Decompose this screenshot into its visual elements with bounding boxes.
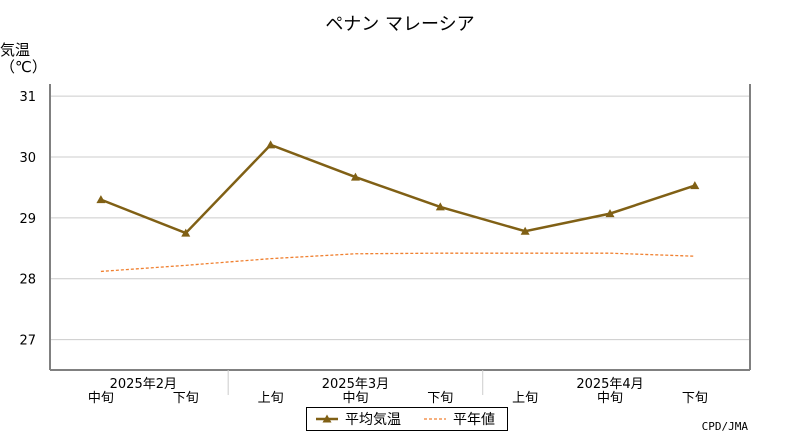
x-tick-label: 下旬	[682, 391, 708, 406]
series-line-average	[100, 143, 696, 235]
y-tick-label: 30	[19, 151, 36, 166]
data-point-marker	[266, 140, 276, 149]
x-tick-label: 中旬	[597, 391, 623, 406]
data-point-marker	[181, 228, 191, 237]
legend-swatch	[316, 414, 338, 423]
y-axis-title: 気温 （℃）	[0, 42, 47, 76]
y-axis-title-line: 気温	[0, 41, 31, 59]
series-line-normal	[100, 252, 695, 273]
data-point-marker	[605, 209, 615, 218]
chart-title: ペナン マレーシア	[325, 14, 475, 35]
legend-label: 平均気温	[345, 412, 401, 428]
legend-label: 平年値	[453, 412, 495, 428]
x-month-label: 2025年3月	[322, 377, 389, 392]
x-tick-label: 下旬	[173, 391, 199, 406]
data-point-marker	[435, 202, 445, 211]
legend: 平均気温 平年値	[306, 407, 508, 431]
credit-label: CPD/JMA	[701, 420, 748, 433]
legend-swatch	[424, 418, 446, 420]
x-tick-label: 上旬	[512, 391, 538, 406]
data-point-marker	[96, 195, 106, 204]
data-point-marker	[350, 172, 360, 181]
y-tick-label: 27	[19, 334, 36, 349]
x-tick-label: 中旬	[88, 391, 114, 406]
y-tick-label: 29	[19, 212, 36, 227]
data-point-marker	[520, 226, 530, 235]
x-month-label: 2025年2月	[110, 377, 177, 392]
x-tick-label: 上旬	[258, 391, 284, 406]
data-point-marker	[690, 181, 700, 190]
y-tick-label: 28	[19, 273, 36, 288]
legend-entry: 平年値	[423, 409, 495, 429]
y-tick-label: 31	[19, 90, 36, 105]
x-month-label: 2025年4月	[576, 377, 643, 392]
legend-entry: 平均気温	[315, 409, 401, 429]
x-tick-label: 中旬	[342, 391, 368, 406]
y-axis-title-line: （℃）	[0, 58, 47, 76]
x-tick-label: 下旬	[427, 391, 453, 406]
